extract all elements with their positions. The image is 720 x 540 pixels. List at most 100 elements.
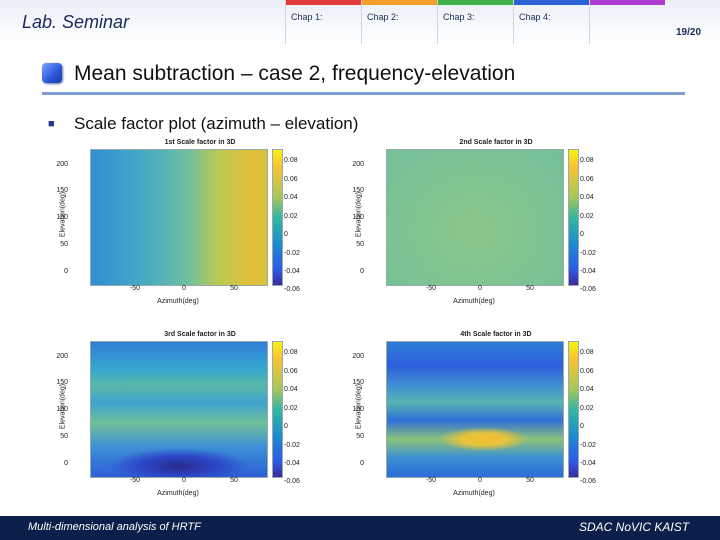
- chapter-tab-3[interactable]: Chap 3:: [437, 0, 513, 44]
- colorbar: [568, 149, 579, 286]
- x-tick: 50: [526, 477, 534, 484]
- colorbar-tick: 0.04: [580, 194, 594, 201]
- y-tick: 50: [356, 241, 364, 248]
- colorbar-tick: 0.06: [580, 176, 594, 183]
- chapter-label: Chap 3:: [443, 12, 475, 22]
- colorbar-tick: 0.06: [284, 368, 298, 375]
- footer-course-title: Multi-dimensional analysis of HRTF: [28, 521, 201, 533]
- scale-factor-plot-3: 3rd Scale factor in 3D Elevation(deg) 20…: [56, 331, 360, 521]
- y-tick: 50: [60, 241, 68, 248]
- slide-subtitle: Scale factor plot (azimuth – elevation): [74, 114, 359, 133]
- colorbar-tick: -0.04: [284, 268, 300, 275]
- footer-affiliation: SDAC NoVIC KAIST: [579, 520, 690, 534]
- y-tick: 200: [352, 353, 364, 360]
- chapter-color-bar: [514, 0, 589, 5]
- x-tick: -50: [129, 285, 141, 292]
- x-tick: -50: [425, 285, 437, 292]
- colorbar-tick: 0.04: [284, 194, 298, 201]
- chapter-tab-2[interactable]: Chap 2:: [361, 0, 437, 44]
- colorbar-tick: 0: [284, 231, 288, 238]
- scale-factor-plot-2: 2nd Scale factor in 3D Elevation(deg) 20…: [352, 139, 656, 329]
- slide-header: Lab. Seminar Chap 1: Chap 2: Chap 3: Cha…: [0, 0, 720, 45]
- plot-title: 1st Scale factor in 3D: [164, 139, 236, 146]
- colorbar-tick: -0.06: [284, 478, 300, 485]
- colorbar-tick: 0.08: [284, 157, 298, 164]
- colorbar-tick: 0.02: [580, 405, 594, 412]
- title-underline: [42, 92, 685, 95]
- x-tick: 50: [526, 285, 534, 292]
- slide-title: Mean subtraction – case 2, frequency-ele…: [74, 62, 516, 85]
- colorbar: [272, 149, 283, 286]
- colorbar: [568, 341, 579, 478]
- plot-title: 2nd Scale factor in 3D: [459, 139, 533, 146]
- chapter-label: Chap 4:: [519, 12, 551, 22]
- colorbar-tick: 0.04: [284, 386, 298, 393]
- x-tick: 0: [478, 285, 482, 292]
- heatmap-area: [386, 149, 564, 286]
- x-axis-label: Azimuth(deg): [453, 490, 495, 497]
- chapter-color-bar: [286, 0, 361, 5]
- colorbar-tick: 0.06: [284, 176, 298, 183]
- chapter-color-bar: [590, 0, 665, 5]
- plot-title: 4th Scale factor in 3D: [460, 331, 532, 338]
- colorbar-tick: 0.08: [284, 349, 298, 356]
- colorbar-tick: 0.08: [580, 157, 594, 164]
- slide-footer: [0, 516, 720, 540]
- colorbar-tick: 0: [580, 423, 584, 430]
- y-tick: 150: [352, 187, 364, 194]
- colorbar-tick: -0.06: [284, 286, 300, 293]
- colorbar-tick: -0.02: [580, 250, 596, 257]
- y-tick: 200: [352, 161, 364, 168]
- plot-title: 3rd Scale factor in 3D: [164, 331, 236, 338]
- x-tick: 50: [230, 285, 238, 292]
- x-axis-label: Azimuth(deg): [453, 298, 495, 305]
- colorbar-tick: 0: [580, 231, 584, 238]
- y-tick: 150: [56, 187, 68, 194]
- colorbar-tick: -0.04: [284, 460, 300, 467]
- colorbar-tick: -0.04: [580, 460, 596, 467]
- colorbar-tick: 0: [284, 423, 288, 430]
- colorbar-tick: 0.02: [580, 213, 594, 220]
- x-tick: 0: [182, 477, 186, 484]
- y-tick: 100: [56, 406, 68, 413]
- lab-title: Lab. Seminar: [22, 12, 130, 32]
- page-number: 19/20: [676, 27, 702, 38]
- chapter-tab-4[interactable]: Chap 4:: [513, 0, 589, 44]
- chapter-color-bar: [362, 0, 437, 5]
- y-tick: 200: [56, 353, 68, 360]
- y-tick: 100: [352, 406, 364, 413]
- chapter-label: Chap 2:: [367, 12, 399, 22]
- colorbar-tick: -0.06: [580, 478, 596, 485]
- scale-factor-plot-4: 4th Scale factor in 3D Elevation(deg) 20…: [352, 331, 656, 521]
- y-tick: 0: [64, 460, 68, 467]
- colorbar-tick: -0.06: [580, 286, 596, 293]
- x-tick: -50: [425, 477, 437, 484]
- chapter-color-bar: [438, 0, 513, 5]
- x-tick: 0: [478, 477, 482, 484]
- y-tick: 0: [360, 460, 364, 467]
- colorbar-tick: -0.02: [284, 250, 300, 257]
- colorbar-tick: -0.04: [580, 268, 596, 275]
- heatmap-area: [386, 341, 564, 478]
- chapter-tab-5[interactable]: [589, 0, 665, 44]
- heatmap-area: [90, 341, 268, 478]
- y-tick: 0: [360, 268, 364, 275]
- y-tick: 150: [56, 379, 68, 386]
- chapter-label: Chap 1:: [291, 12, 323, 22]
- colorbar-tick: -0.02: [284, 442, 300, 449]
- colorbar-tick: 0.04: [580, 386, 594, 393]
- x-axis-label: Azimuth(deg): [157, 298, 199, 305]
- x-axis-label: Azimuth(deg): [157, 490, 199, 497]
- y-tick: 50: [60, 433, 68, 440]
- chapter-tab-1[interactable]: Chap 1:: [285, 0, 361, 44]
- title-square-icon: [42, 63, 62, 83]
- y-tick: 50: [356, 433, 364, 440]
- colorbar-tick: 0.08: [580, 349, 594, 356]
- square-bullet-icon: ■: [48, 118, 55, 130]
- colorbar-tick: 0.06: [580, 368, 594, 375]
- colorbar: [272, 341, 283, 478]
- heatmap-area: [90, 149, 268, 286]
- y-tick: 0: [64, 268, 68, 275]
- scale-factor-plot-1: 1st Scale factor in 3D Elevation(deg) 20…: [56, 139, 360, 329]
- x-tick: 50: [230, 477, 238, 484]
